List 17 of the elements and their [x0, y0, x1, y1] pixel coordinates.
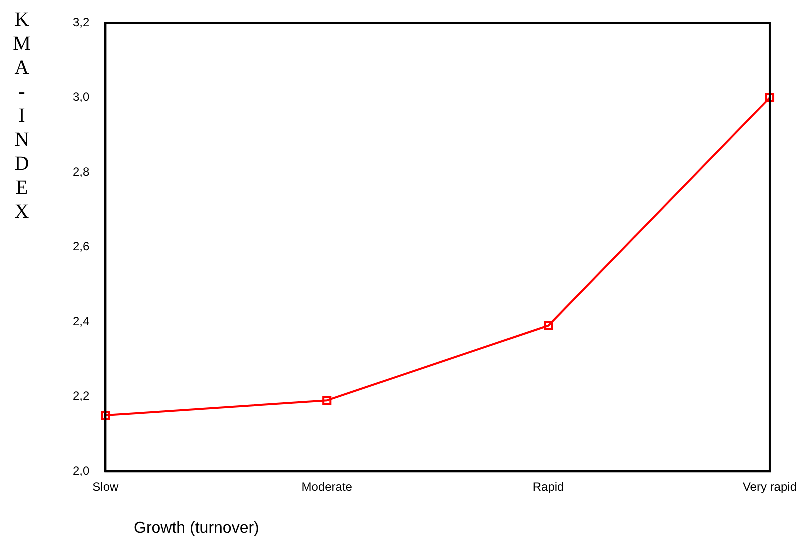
- y-tick-label: 2,0: [72, 464, 90, 478]
- x-tick-label: Moderate: [302, 480, 353, 494]
- x-tick-label: Rapid: [532, 480, 564, 494]
- point: [765, 93, 775, 102]
- y-tick-label: 3,0: [72, 90, 90, 104]
- point: [322, 396, 332, 406]
- x-tick-label: Slow: [92, 480, 120, 494]
- y-tick-label: 2,2: [72, 389, 90, 404]
- x-axis-title: Growth (turnover): [134, 520, 260, 538]
- x-tick-label: Very rapid: [742, 480, 797, 494]
- point: [544, 321, 554, 330]
- point: [101, 411, 110, 420]
- text: KMA-INDEX: [13, 9, 31, 223]
- y-tick-label: 2,4: [72, 314, 90, 328]
- y-tick-label: 2,8: [72, 164, 90, 179]
- y-tick-label: 2,6: [72, 240, 90, 254]
- y-tick-label: 3,2: [72, 16, 90, 30]
